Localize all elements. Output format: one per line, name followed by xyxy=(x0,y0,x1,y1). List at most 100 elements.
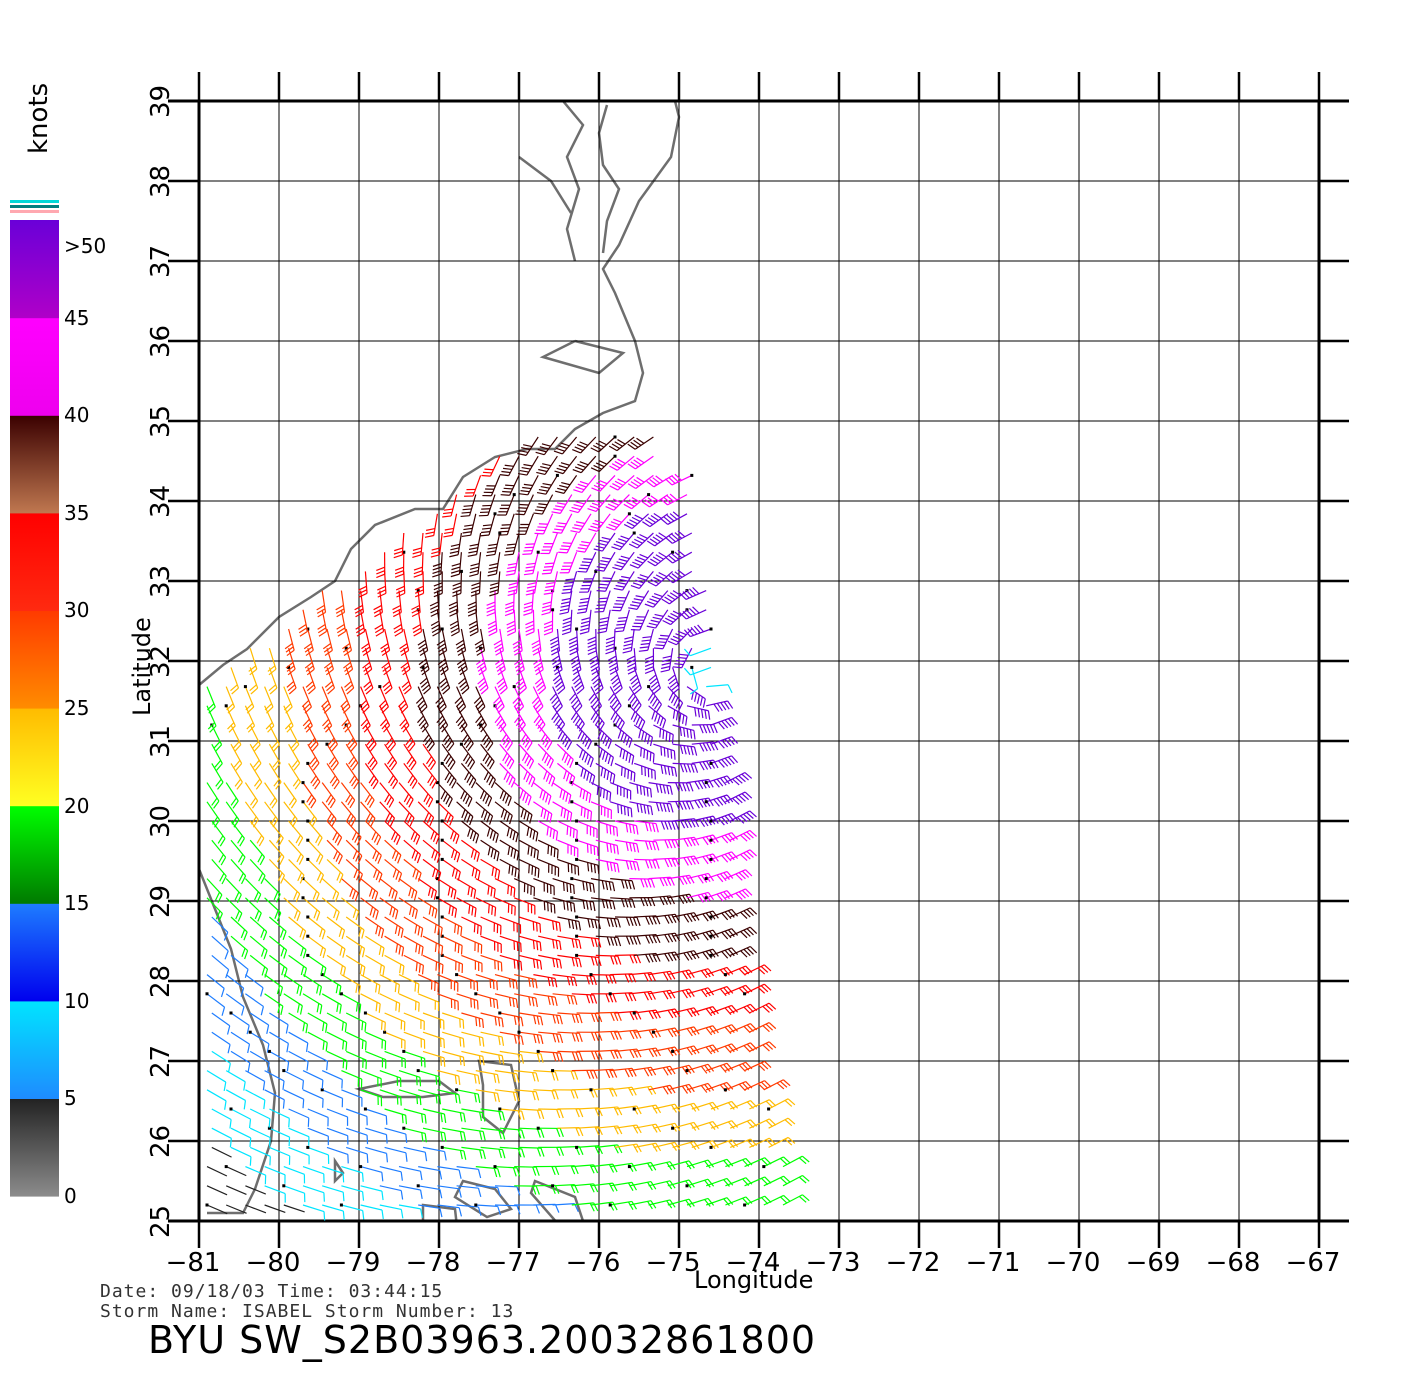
barb-flag xyxy=(417,926,421,936)
barb-flag xyxy=(523,771,528,780)
barb-staff xyxy=(249,935,268,951)
barb-staff xyxy=(672,931,695,937)
barb-flag xyxy=(655,841,660,851)
barb-staff xyxy=(211,820,226,839)
rain-flag-dot xyxy=(671,550,675,554)
barb-flag xyxy=(219,873,225,882)
barb-flag xyxy=(268,1137,271,1147)
barb-flag xyxy=(712,1121,719,1129)
wind-barb xyxy=(225,993,245,1016)
barb-flag xyxy=(450,543,460,547)
wind-barb xyxy=(437,993,459,1011)
barb-flag xyxy=(672,709,676,719)
rain-flag-dot xyxy=(320,1088,324,1092)
wind-barb xyxy=(543,571,558,595)
barb-flag xyxy=(288,1118,290,1128)
wind-barb xyxy=(614,954,642,964)
barb-staff xyxy=(538,1012,561,1017)
barb-flag xyxy=(636,935,641,945)
wind-barb xyxy=(513,897,536,915)
wind-barb xyxy=(440,838,461,863)
barb-flag xyxy=(566,976,571,986)
barb-flag xyxy=(450,573,460,578)
barb-flag xyxy=(656,715,661,725)
barb-staff xyxy=(441,935,463,947)
wind-barb xyxy=(590,1163,618,1173)
barb-flag xyxy=(765,1100,774,1108)
rain-flag-dot xyxy=(282,1184,286,1188)
wind-barb xyxy=(461,1127,486,1141)
barb-staff xyxy=(691,1140,713,1148)
wind-barb xyxy=(345,1031,367,1051)
barb-flag xyxy=(607,740,613,749)
barb-flag xyxy=(373,834,379,843)
barb-flag xyxy=(434,942,437,953)
barb-flag xyxy=(565,792,569,802)
barb-staff xyxy=(610,878,633,882)
wind-barb xyxy=(709,928,739,940)
barb-flag xyxy=(490,848,494,858)
barb-flag xyxy=(605,881,609,891)
barb-flag xyxy=(616,623,626,626)
barb-flag xyxy=(419,1171,423,1181)
barb-flag xyxy=(627,662,636,668)
barb-flag xyxy=(575,957,579,967)
barb-staff xyxy=(533,974,556,980)
barb-flag xyxy=(580,597,590,601)
barb-flag xyxy=(321,1079,324,1090)
barb-flag xyxy=(704,1179,711,1188)
barb-flag xyxy=(338,927,343,937)
barb-flag xyxy=(595,545,605,549)
barb-staff xyxy=(269,916,287,932)
barb-flag xyxy=(662,729,665,739)
barb-flag xyxy=(490,887,493,897)
wind-barb xyxy=(648,970,676,981)
barb-staff xyxy=(206,897,223,914)
barb-flag xyxy=(467,798,473,807)
wind-barb xyxy=(288,1146,310,1165)
barb-flag xyxy=(487,846,491,856)
barb-flag xyxy=(542,791,546,801)
barb-staff xyxy=(245,993,264,1007)
barb-flag xyxy=(631,541,641,547)
wind-barb xyxy=(339,992,362,1014)
wind-barb xyxy=(518,1050,544,1063)
barb-flag xyxy=(685,1161,692,1170)
barb-flag xyxy=(646,787,649,797)
barb-staff xyxy=(307,1031,328,1044)
barb-flag xyxy=(689,1122,697,1131)
barb-flag xyxy=(332,831,338,841)
barb-flag xyxy=(443,1113,447,1124)
barb-flag xyxy=(787,1117,796,1125)
barb-flag xyxy=(594,919,598,929)
barb-staff xyxy=(595,1030,618,1033)
barb-flag xyxy=(631,899,636,908)
barb-flag xyxy=(532,830,536,840)
barb-flag xyxy=(587,862,590,872)
barb-flag xyxy=(218,913,223,922)
barb-staff xyxy=(629,972,652,976)
rain-flag-dot xyxy=(551,1184,555,1188)
barb-flag xyxy=(586,771,590,781)
rain-flag-dot xyxy=(575,627,579,631)
barb-flag xyxy=(565,772,570,782)
barb-flag xyxy=(623,643,633,647)
barb-flag xyxy=(648,622,658,626)
wind-barb xyxy=(418,1166,443,1180)
wind-barb xyxy=(307,1012,328,1033)
barb-staff xyxy=(557,954,580,960)
barb-flag xyxy=(448,604,458,610)
barb-flag xyxy=(731,1024,739,1032)
barb-staff xyxy=(379,1166,402,1173)
barb-flag xyxy=(577,608,587,611)
wind-barb xyxy=(378,685,389,714)
wind-barb xyxy=(340,801,357,827)
wind-barb xyxy=(629,782,653,798)
barb-flag xyxy=(740,834,748,842)
barb-flag xyxy=(335,984,339,994)
barb-flag xyxy=(493,888,496,899)
wind-barb xyxy=(456,878,477,899)
barb-flag xyxy=(578,1146,584,1156)
barb-staff xyxy=(422,916,443,929)
wind-barb xyxy=(224,1165,247,1177)
